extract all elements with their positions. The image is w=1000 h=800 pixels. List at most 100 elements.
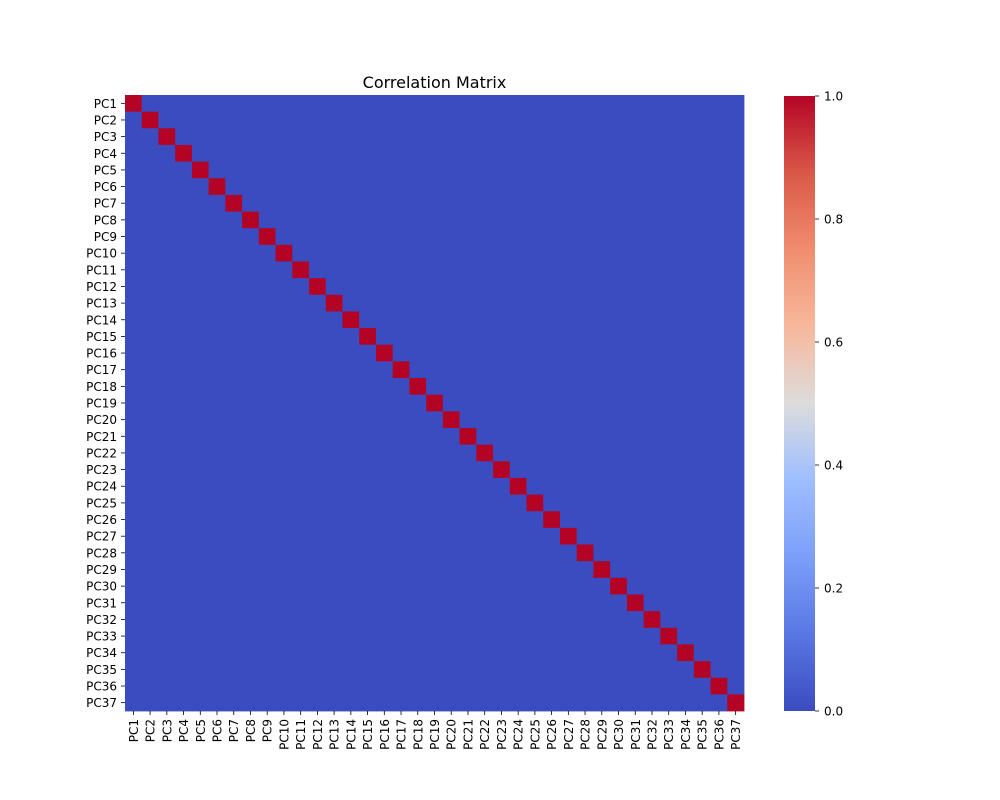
heatmap-cell-PC13-PC2 xyxy=(141,294,159,312)
heatmap-cell-PC7-PC37 xyxy=(727,194,745,212)
heatmap-cell-PC2-PC20 xyxy=(442,111,460,129)
heatmap-cell-PC6-PC8 xyxy=(242,178,260,196)
heatmap-cell-PC15-PC30 xyxy=(610,328,628,346)
heatmap-cell-PC14-PC27 xyxy=(559,311,578,329)
heatmap-cell-PC7-PC30 xyxy=(610,194,628,212)
heatmap-cell-PC11-PC2 xyxy=(141,261,159,279)
heatmap-cell-PC14-PC23 xyxy=(493,311,511,329)
heatmap-cell-PC25-PC6 xyxy=(208,494,226,512)
heatmap-cell-PC14-PC31 xyxy=(626,311,645,329)
heatmap-cell-PC35-PC16 xyxy=(375,661,394,679)
heatmap-cell-PC6-PC12 xyxy=(309,178,327,196)
y-tick-label: PC26 xyxy=(86,513,117,527)
heatmap-cell-PC21-PC31 xyxy=(626,427,645,446)
heatmap-cell-PC8-PC22 xyxy=(476,211,494,229)
heatmap-cell-PC23-PC4 xyxy=(175,461,193,479)
heatmap-cell-PC35-PC10 xyxy=(275,661,293,679)
heatmap-cell-PC19-PC30 xyxy=(610,394,628,412)
heatmap-cell-PC9-PC34 xyxy=(677,228,695,246)
heatmap-cell-PC28-PC14 xyxy=(342,544,360,562)
heatmap-cell-PC28-PC20 xyxy=(442,544,460,562)
heatmap-cell-PC27-PC22 xyxy=(476,527,494,545)
heatmap-cell-PC11-PC20 xyxy=(442,261,460,279)
heatmap-cell-PC10-PC37 xyxy=(727,244,745,262)
heatmap-cell-PC29-PC34 xyxy=(677,561,695,579)
heatmap-cell-PC12-PC36 xyxy=(710,278,728,296)
heatmap-cell-PC28-PC16 xyxy=(375,544,394,562)
heatmap-cell-PC33-PC35 xyxy=(693,627,711,645)
heatmap-cell-PC20-PC17 xyxy=(392,411,410,429)
heatmap-cell-PC25-PC30 xyxy=(610,494,628,512)
heatmap-cell-PC29-PC18 xyxy=(409,561,427,579)
heatmap-cell-PC6-PC20 xyxy=(442,178,460,196)
heatmap-cell-PC31-PC10 xyxy=(275,594,293,612)
heatmap-cell-PC28-PC21 xyxy=(459,544,477,562)
heatmap-cell-PC27-PC26 xyxy=(543,527,561,545)
heatmap-cell-PC31-PC18 xyxy=(409,594,427,612)
heatmap-cell-PC7-PC25 xyxy=(526,194,544,212)
heatmap-cell-PC23-PC25 xyxy=(526,461,544,479)
heatmap-cell-PC1-PC10 xyxy=(275,95,293,113)
heatmap-cell-PC21-PC19 xyxy=(426,427,444,446)
heatmap-cell-PC10-PC12 xyxy=(309,244,327,262)
heatmap-cell-PC6-PC27 xyxy=(559,178,578,196)
x-tick-label: PC14 xyxy=(344,719,358,750)
heatmap-cell-PC24-PC13 xyxy=(325,477,343,495)
heatmap-cell-PC3-PC22 xyxy=(476,128,494,146)
heatmap-cell-PC13-PC19 xyxy=(426,294,444,312)
heatmap-cell-PC23-PC24 xyxy=(509,461,527,479)
heatmap-cell-PC3-PC34 xyxy=(677,128,695,146)
y-tick-label: PC35 xyxy=(86,663,117,677)
heatmap-cell-PC8-PC10 xyxy=(275,211,293,229)
x-tick-labels: PC1 PC2 PC3 PC4 PC5 PC6 PC7 PC8 PC9 PC10 PC11 PC12 P… xyxy=(127,711,743,750)
heatmap-cell-PC6-PC35 xyxy=(693,178,711,196)
heatmap-cell-PC9-PC13 xyxy=(325,228,343,246)
heatmap-cell-PC30-PC34 xyxy=(677,577,695,595)
heatmap-cell-PC16-PC19 xyxy=(426,344,444,362)
heatmap-cell-PC33-PC14 xyxy=(342,627,360,645)
heatmap-cell-PC36-PC24 xyxy=(509,677,527,695)
heatmap-cell-PC13-PC13 xyxy=(325,294,343,312)
heatmap-cell-PC21-PC16 xyxy=(375,427,394,446)
heatmap-cell-PC30-PC6 xyxy=(208,577,226,595)
heatmap-cell-PC20-PC29 xyxy=(593,411,611,429)
heatmap-cell-PC27-PC13 xyxy=(325,527,343,545)
heatmap-cell-PC25-PC9 xyxy=(258,494,276,512)
heatmap-cell-PC25-PC18 xyxy=(409,494,427,512)
heatmap-cell-PC28-PC34 xyxy=(677,544,695,562)
heatmap-cell-PC11-PC19 xyxy=(426,261,444,279)
heatmap-cell-PC30-PC35 xyxy=(693,577,711,595)
heatmap-cell-PC9-PC24 xyxy=(509,228,527,246)
heatmap-cell-PC28-PC1 xyxy=(125,544,143,562)
heatmap-cell-PC33-PC36 xyxy=(710,627,728,645)
heatmap-cell-PC25-PC12 xyxy=(309,494,327,512)
heatmap-cell-PC19-PC28 xyxy=(576,394,594,412)
heatmap-cell-PC25-PC17 xyxy=(392,494,410,512)
heatmap-cell-PC35-PC12 xyxy=(309,661,327,679)
heatmap-cell-PC33-PC4 xyxy=(175,627,193,645)
heatmap-cell-PC6-PC5 xyxy=(191,178,210,196)
heatmap-cell-PC6-PC24 xyxy=(509,178,527,196)
heatmap-cell-PC24-PC24 xyxy=(509,477,527,495)
heatmap-cell-PC5-PC3 xyxy=(158,161,176,179)
heatmap-cell-PC32-PC14 xyxy=(342,611,360,629)
heatmap-cell-PC7-PC28 xyxy=(576,194,594,212)
heatmap-cell-PC26-PC37 xyxy=(727,511,745,529)
x-tick-label: PC30 xyxy=(612,719,626,750)
heatmap-cell-PC19-PC36 xyxy=(710,394,728,412)
heatmap-cell-PC31-PC2 xyxy=(141,594,159,612)
heatmap-cell-PC4-PC35 xyxy=(693,144,711,162)
heatmap-cell-PC9-PC30 xyxy=(610,228,628,246)
heatmap-cell-PC4-PC11 xyxy=(292,144,310,162)
heatmap-cell-PC4-PC14 xyxy=(342,144,360,162)
heatmap-cell-PC8-PC31 xyxy=(626,211,645,229)
heatmap-cell-PC10-PC8 xyxy=(242,244,260,262)
heatmap-cell-PC17-PC1 xyxy=(125,361,143,379)
heatmap-cell-PC37-PC6 xyxy=(208,694,226,712)
heatmap-cell-PC13-PC12 xyxy=(309,294,327,312)
heatmap-cell-PC4-PC36 xyxy=(710,144,728,162)
heatmap-cell-PC17-PC22 xyxy=(476,361,494,379)
heatmap-cell-PC3-PC30 xyxy=(610,128,628,146)
heatmap-cell-PC24-PC23 xyxy=(493,477,511,495)
heatmap-cell-PC25-PC34 xyxy=(677,494,695,512)
